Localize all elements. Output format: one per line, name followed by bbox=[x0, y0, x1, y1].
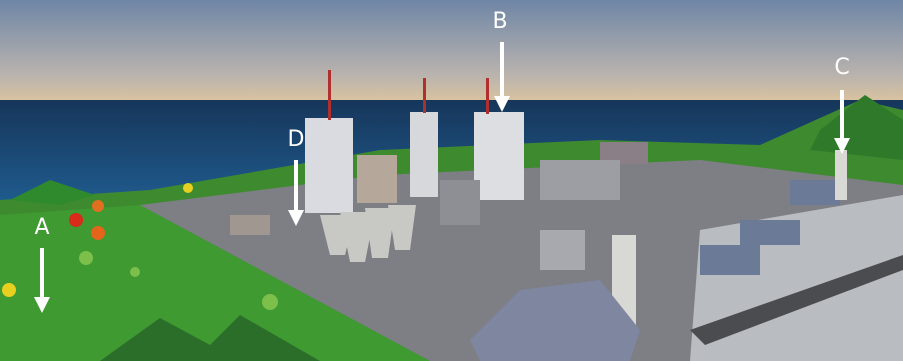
tower bbox=[410, 112, 438, 197]
label: A bbox=[34, 215, 49, 240]
tower bbox=[474, 112, 524, 200]
building bbox=[600, 142, 648, 164]
sky bbox=[0, 0, 903, 100]
tree bbox=[79, 251, 93, 265]
antenna bbox=[423, 78, 426, 113]
hill bbox=[100, 315, 320, 361]
tree bbox=[262, 294, 278, 310]
cooling-tower bbox=[340, 212, 375, 262]
label: B bbox=[492, 9, 507, 34]
tree bbox=[183, 183, 193, 193]
building bbox=[540, 230, 585, 270]
tree bbox=[69, 213, 83, 227]
building bbox=[540, 160, 620, 200]
hangar bbox=[700, 245, 760, 275]
building bbox=[357, 155, 397, 203]
stadium bbox=[470, 280, 640, 361]
tree bbox=[2, 283, 16, 297]
annotations: A B C D bbox=[34, 9, 850, 313]
antenna bbox=[486, 78, 489, 114]
runway bbox=[690, 255, 903, 345]
control-tower bbox=[835, 150, 847, 200]
tree bbox=[130, 267, 140, 277]
label: C bbox=[834, 55, 849, 80]
buildings bbox=[230, 70, 847, 361]
antenna bbox=[328, 70, 331, 120]
label: D bbox=[288, 127, 305, 152]
tower bbox=[305, 118, 353, 213]
park bbox=[0, 205, 430, 361]
building bbox=[230, 215, 270, 235]
hill bbox=[810, 95, 903, 160]
tree bbox=[91, 226, 105, 240]
cooling-tower bbox=[365, 208, 395, 258]
tree bbox=[92, 200, 104, 212]
building bbox=[440, 180, 480, 225]
trees bbox=[2, 183, 278, 310]
cooling-tower bbox=[388, 205, 416, 250]
hangar bbox=[790, 180, 840, 205]
hill bbox=[10, 180, 95, 205]
hangar bbox=[740, 220, 800, 245]
